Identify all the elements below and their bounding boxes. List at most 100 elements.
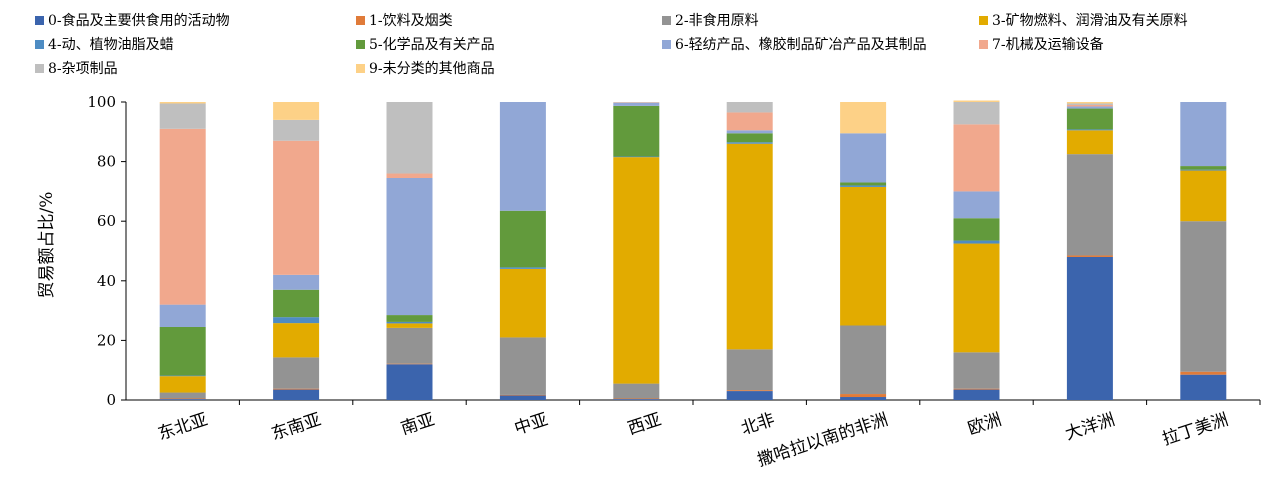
bar-segment xyxy=(840,133,887,183)
legend-item: 5-化学品及有关产品 xyxy=(356,34,495,54)
bar-segment xyxy=(840,325,887,395)
legend-swatch xyxy=(979,15,988,25)
y-tick-label: 20 xyxy=(97,331,116,349)
bar-segment xyxy=(386,173,433,178)
legend-swatch xyxy=(662,39,671,49)
bar-segment xyxy=(1066,130,1113,155)
bar-segment xyxy=(499,267,546,269)
bar-segment xyxy=(1180,166,1227,170)
y-tick-label: 60 xyxy=(97,212,116,230)
bar-segment xyxy=(953,102,1000,125)
bar-segment xyxy=(273,102,320,120)
bar-segment xyxy=(273,289,320,318)
bar-segment xyxy=(1066,103,1113,105)
bar-segment xyxy=(499,210,546,268)
bar-segment xyxy=(1180,102,1227,167)
bar-segment xyxy=(273,388,320,390)
bars xyxy=(159,100,1227,400)
y-tick-label: 100 xyxy=(87,93,116,111)
bar-segment xyxy=(386,363,433,365)
bar-segment xyxy=(273,389,320,400)
legend-swatch xyxy=(979,39,988,49)
legend-label: 9-未分类的其他商品 xyxy=(369,61,495,77)
bar-segment xyxy=(726,390,773,392)
legend-swatch xyxy=(356,63,365,73)
bar-segment xyxy=(159,326,206,376)
bar-segment xyxy=(953,240,1000,244)
bar-segment xyxy=(840,397,887,400)
bar-segment xyxy=(613,399,660,400)
legend-item: 3-矿物燃料、润滑油及有关原料 xyxy=(979,10,1188,30)
legend-item: 1-饮料及烟类 xyxy=(356,10,453,30)
bar-segment xyxy=(953,124,1000,192)
x-category-label: 拉丁美洲 xyxy=(1160,410,1231,450)
bar-segment xyxy=(159,128,206,305)
bar-segment xyxy=(499,395,546,400)
legend-label: 3-矿物燃料、润滑油及有关原料 xyxy=(992,13,1188,29)
bar-segment xyxy=(953,191,1000,219)
bar-segment xyxy=(273,323,320,358)
bar-segment xyxy=(386,315,433,322)
x-category-label: 南亚 xyxy=(399,410,438,440)
legend-item: 8-杂项制品 xyxy=(35,58,118,78)
bar-segment xyxy=(386,323,433,328)
bar-segment xyxy=(1180,221,1227,372)
bar-segment xyxy=(613,156,660,158)
legend-swatch xyxy=(35,39,44,49)
bar-segment xyxy=(953,388,1000,390)
bar-segment xyxy=(1066,104,1113,107)
legend-label: 4-动、植物油脂及蜡 xyxy=(48,37,174,53)
bar-segment xyxy=(159,392,206,399)
x-category-label: 北非 xyxy=(739,410,778,440)
bar-segment xyxy=(159,304,206,327)
y-tick-label: 0 xyxy=(106,391,116,409)
legend-label: 2-非食用原料 xyxy=(675,13,759,29)
legend-label: 0-食品及主要供食用的活动物 xyxy=(48,13,230,29)
bar-segment xyxy=(1066,108,1113,130)
bar-segment xyxy=(613,102,660,103)
bar-segment xyxy=(273,119,320,141)
bar-segment xyxy=(726,142,773,144)
bar-segment xyxy=(726,391,773,400)
bar-segment xyxy=(499,268,546,338)
bar-segment xyxy=(386,327,433,364)
bar-segment xyxy=(1180,371,1227,375)
legend-item: 7-机械及运输设备 xyxy=(979,34,1104,54)
bar-segment xyxy=(1066,129,1113,131)
bar-segment xyxy=(1066,256,1113,400)
bar-segment xyxy=(726,130,773,134)
bar-segment xyxy=(840,185,887,187)
bar-segment xyxy=(613,157,660,384)
bar-segment xyxy=(953,218,1000,241)
legend-label: 6-轻纺产品、橡胶制品矿冶产品及其制品 xyxy=(675,37,927,53)
legend-swatch xyxy=(662,15,671,25)
x-category-label: 东南亚 xyxy=(269,410,324,445)
legend-swatch xyxy=(356,39,365,49)
bar-segment xyxy=(273,140,320,275)
bar-segment xyxy=(613,383,660,399)
bar-segment xyxy=(159,102,206,104)
bar-segment xyxy=(840,102,887,134)
x-category-label: 东北亚 xyxy=(156,410,211,445)
bar-segment xyxy=(386,321,433,324)
legend-swatch xyxy=(35,15,44,25)
bar-segment xyxy=(726,349,773,391)
x-category-label: 大洋洲 xyxy=(1063,410,1118,445)
legend-item: 4-动、植物油脂及蜡 xyxy=(35,34,174,54)
bar-segment xyxy=(159,399,206,400)
bar-segment xyxy=(499,394,546,396)
bar-segment xyxy=(953,389,1000,400)
x-category-label: 西亚 xyxy=(625,410,664,440)
bar-segment xyxy=(726,133,773,143)
bar-segment xyxy=(613,398,660,400)
legend-label: 7-机械及运输设备 xyxy=(992,37,1104,53)
y-tick-label: 40 xyxy=(97,272,116,290)
bar-segment xyxy=(1180,169,1227,171)
bar-segment xyxy=(953,352,1000,389)
bar-segment xyxy=(386,102,433,174)
bar-segment xyxy=(159,375,206,377)
bar-segment xyxy=(273,317,320,324)
legend-item: 9-未分类的其他商品 xyxy=(356,58,495,78)
bar-segment xyxy=(1066,154,1113,256)
